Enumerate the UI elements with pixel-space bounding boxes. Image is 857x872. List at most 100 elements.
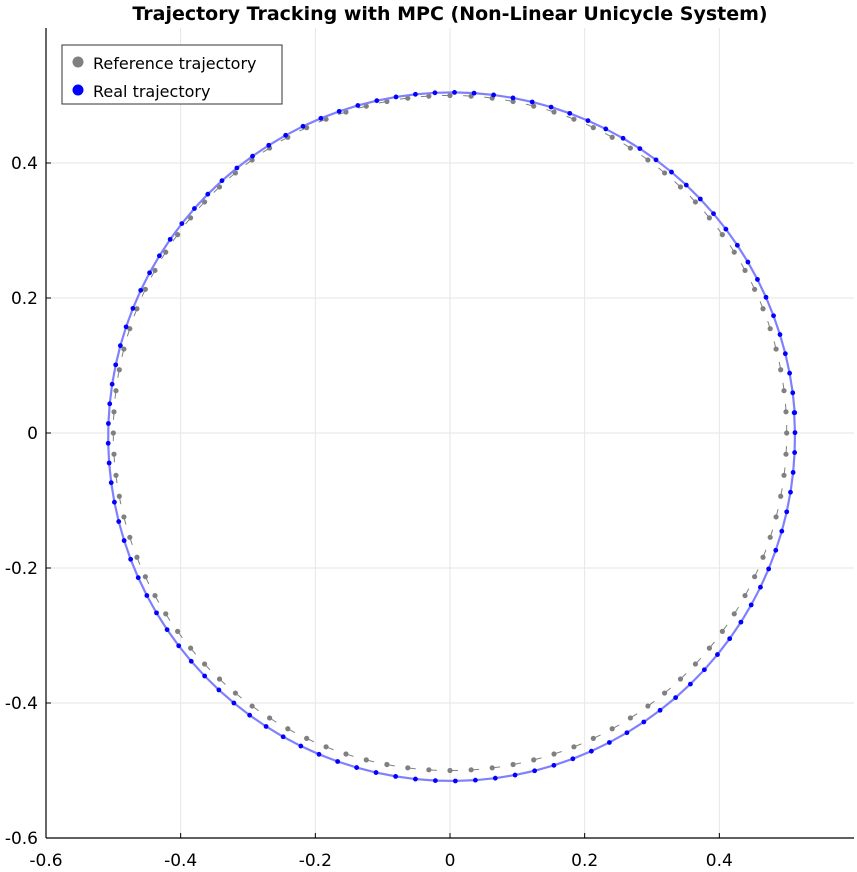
real-point (512, 772, 518, 778)
real-point (588, 748, 594, 754)
real-point (532, 768, 538, 774)
real-point (130, 305, 136, 311)
real-point (138, 287, 144, 293)
real-point (105, 440, 111, 446)
real-point (154, 610, 159, 616)
real-point (790, 390, 796, 396)
reference-point (773, 346, 779, 352)
real-point (121, 538, 127, 543)
reference-point (116, 367, 122, 373)
real-point (202, 673, 208, 679)
real-point (771, 313, 776, 319)
reference-point (609, 726, 615, 732)
reference-point (531, 103, 537, 109)
real-point (374, 98, 380, 104)
real-point (734, 242, 740, 248)
real-point (510, 95, 516, 101)
real-point (112, 499, 117, 505)
reference-point (627, 145, 633, 151)
tick-labels: -0.6 -0.4 -0.2 0 0.2 0.4 -0.6 -0.4 -0.2 0 0.2 0.4 (5, 154, 733, 871)
reference-point (489, 765, 495, 771)
real-point (548, 104, 554, 110)
x-tick-label: 0.4 (706, 851, 733, 871)
real-point (167, 236, 173, 242)
real-point (123, 324, 129, 330)
y-tick-label: 0.2 (11, 289, 38, 309)
real-point (641, 719, 647, 725)
y-tick-label: -0.2 (5, 559, 38, 579)
reference-point (304, 735, 310, 741)
reference-point (384, 98, 390, 105)
real-point (653, 157, 659, 163)
reference-point (571, 116, 577, 122)
reference-point (551, 751, 557, 757)
reference-point (447, 767, 453, 774)
real-point (413, 776, 418, 782)
real-point (280, 734, 286, 740)
real-point (624, 730, 630, 736)
real-point (782, 351, 788, 357)
real-point (763, 294, 769, 300)
reference-point (201, 661, 208, 667)
reference-point (752, 574, 758, 580)
reference-point (767, 326, 773, 332)
reference-point (187, 215, 194, 221)
real-point (188, 658, 194, 664)
real-point (738, 619, 744, 625)
x-tick-label: -0.6 (29, 851, 62, 871)
reference-trajectory-series (110, 92, 790, 774)
reference-point (187, 645, 194, 651)
reference-point (783, 409, 789, 415)
real-point (117, 343, 123, 349)
reference-point (645, 703, 651, 709)
reference-point (760, 306, 766, 312)
reference-point (760, 554, 766, 560)
reference-point (719, 628, 725, 634)
reference-point (510, 98, 516, 105)
reference-point (677, 184, 684, 190)
reference-point (127, 534, 133, 540)
reference-point (719, 232, 725, 238)
real-point (711, 211, 716, 217)
real-point (298, 743, 304, 749)
reference-point (134, 554, 140, 560)
legend-marker-real (72, 84, 84, 96)
x-tick-label: -0.4 (164, 851, 197, 871)
reference-point (216, 676, 223, 682)
reference-point (783, 451, 789, 457)
legend-label-reference: Reference trajectory (93, 54, 257, 73)
real-point (106, 460, 112, 466)
real-point (585, 118, 591, 124)
reference-point (163, 249, 169, 255)
real-point (336, 108, 342, 114)
reference-point (113, 472, 119, 478)
real-point (156, 253, 162, 259)
real-point (723, 226, 729, 232)
reference-point (426, 767, 432, 773)
reference-point (121, 346, 127, 352)
real-point (637, 146, 643, 151)
reference-point (175, 232, 181, 238)
real-point (727, 636, 733, 642)
reference-point (590, 735, 596, 741)
real-point (788, 489, 793, 495)
reference-point (692, 199, 699, 205)
real-point (176, 643, 182, 649)
reference-point (731, 249, 737, 255)
real-point (107, 401, 113, 407)
real-point (773, 547, 779, 553)
real-point (247, 712, 253, 718)
reference-point (343, 751, 349, 757)
real-point (219, 178, 225, 184)
real-point (393, 773, 399, 779)
y-tick-label: 0.4 (11, 154, 38, 174)
reference-point (405, 95, 411, 101)
real-point (669, 169, 674, 175)
real-point (570, 756, 576, 762)
reference-point (677, 676, 684, 682)
reference-point (784, 430, 790, 436)
real-point (128, 556, 134, 562)
reference-point (323, 744, 329, 750)
reference-point (661, 170, 668, 176)
